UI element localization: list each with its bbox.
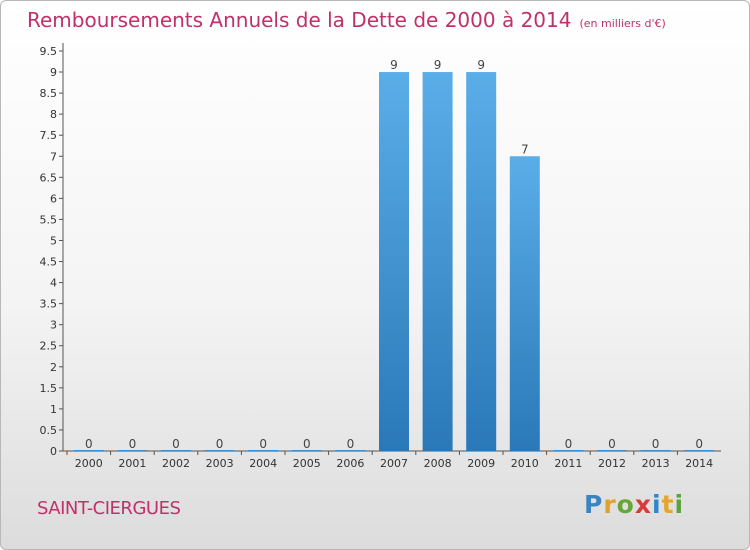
logo-letter: i bbox=[674, 490, 685, 519]
unit-label: (en milliers d'€) bbox=[579, 17, 666, 30]
logo-letter: x bbox=[634, 490, 652, 519]
y-tick-label: 7 bbox=[50, 150, 57, 163]
data-label: 0 bbox=[565, 437, 573, 451]
x-tick-label: 2014 bbox=[685, 457, 713, 470]
bar bbox=[422, 72, 453, 451]
bar bbox=[553, 450, 584, 451]
x-tick-label: 2008 bbox=[424, 457, 452, 470]
x-tick-label: 2013 bbox=[642, 457, 670, 470]
y-tick-label: 8 bbox=[50, 108, 57, 121]
commune-name: SAINT-CIERGUES bbox=[37, 498, 181, 519]
x-tick-label: 2011 bbox=[554, 457, 582, 470]
logo-letter: t bbox=[661, 490, 675, 519]
bar bbox=[248, 450, 279, 451]
bar bbox=[640, 450, 671, 451]
y-tick-label: 7.5 bbox=[40, 129, 58, 142]
bar bbox=[684, 450, 715, 451]
data-label: 0 bbox=[608, 437, 616, 451]
chart-title: Remboursements Annuels de la Dette de 20… bbox=[27, 8, 666, 32]
bar bbox=[204, 450, 235, 451]
data-label: 0 bbox=[172, 437, 180, 451]
y-tick-label: 6.5 bbox=[40, 171, 58, 184]
data-label: 9 bbox=[434, 58, 442, 72]
bar bbox=[335, 450, 366, 451]
x-tick-label: 2001 bbox=[118, 457, 146, 470]
y-tick-label: 2 bbox=[50, 361, 57, 374]
x-tick-label: 2009 bbox=[467, 457, 495, 470]
x-tick-label: 2000 bbox=[75, 457, 103, 470]
y-tick-label: 9 bbox=[50, 66, 57, 79]
x-tick-label: 2007 bbox=[380, 457, 408, 470]
y-tick-label: 4 bbox=[50, 277, 57, 290]
data-label: 0 bbox=[303, 437, 311, 451]
bar bbox=[509, 156, 540, 451]
bar bbox=[466, 72, 497, 451]
data-label: 7 bbox=[521, 142, 529, 156]
logo-letter: r bbox=[603, 490, 617, 519]
y-tick-label: 3 bbox=[50, 319, 57, 332]
x-tick-label: 2003 bbox=[206, 457, 234, 470]
y-tick-label: 4.5 bbox=[40, 256, 58, 269]
x-tick-label: 2005 bbox=[293, 457, 321, 470]
proxiti-logo: Proxiti bbox=[584, 490, 684, 519]
y-tick-label: 6 bbox=[50, 192, 57, 205]
bar bbox=[597, 450, 627, 451]
y-tick-label: 0 bbox=[50, 445, 57, 458]
data-label: 0 bbox=[695, 437, 703, 451]
x-tick-label: 2012 bbox=[598, 457, 626, 470]
y-tick-label: 9.5 bbox=[40, 45, 58, 58]
x-tick-label: 2010 bbox=[511, 457, 539, 470]
y-tick-label: 1.5 bbox=[40, 382, 58, 395]
logo-letter: i bbox=[652, 490, 662, 519]
x-tick-label: 2002 bbox=[162, 457, 190, 470]
y-tick-label: 8.5 bbox=[40, 87, 58, 100]
data-label: 0 bbox=[259, 437, 267, 451]
data-label: 0 bbox=[85, 437, 93, 451]
y-tick-label: 1 bbox=[50, 403, 57, 416]
x-tick-label: 2006 bbox=[336, 457, 364, 470]
y-tick-label: 3.5 bbox=[40, 298, 58, 311]
logo-letter: P bbox=[584, 490, 604, 519]
y-tick-label: 5 bbox=[50, 234, 57, 247]
data-label: 9 bbox=[477, 58, 485, 72]
bar bbox=[379, 72, 409, 451]
logo-letter: o bbox=[616, 490, 635, 519]
data-label: 0 bbox=[347, 437, 355, 451]
bar bbox=[117, 450, 148, 451]
y-tick-label: 0.5 bbox=[40, 424, 58, 437]
data-label: 0 bbox=[216, 437, 224, 451]
x-tick-label: 2004 bbox=[249, 457, 277, 470]
data-label: 0 bbox=[652, 437, 660, 451]
y-tick-label: 5.5 bbox=[40, 213, 58, 226]
bar bbox=[161, 450, 191, 451]
y-tick-label: 2.5 bbox=[40, 340, 58, 353]
data-label: 9 bbox=[390, 58, 398, 72]
bar bbox=[73, 450, 104, 451]
bar bbox=[291, 450, 322, 451]
data-label: 0 bbox=[129, 437, 137, 451]
title-text: Remboursements Annuels de la Dette de 20… bbox=[27, 8, 572, 32]
